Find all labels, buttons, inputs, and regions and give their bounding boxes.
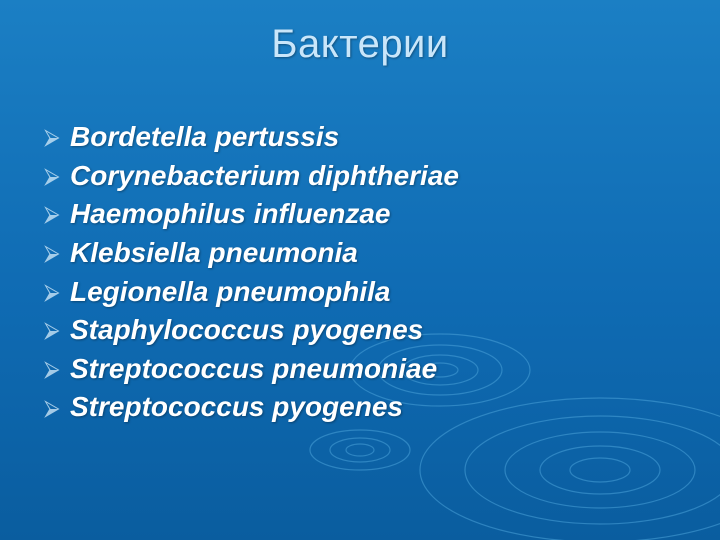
list-item-label: Corynebacterium diphtheriae	[70, 157, 459, 196]
list-item: ⮚ Haemophilus influenzae	[44, 195, 676, 234]
bullet-icon: ⮚	[44, 354, 70, 384]
list-item: ⮚ Streptococcus pyogenes	[44, 388, 676, 427]
list-item: ⮚ Legionella pneumophila	[44, 273, 676, 312]
bullet-icon: ⮚	[44, 277, 70, 307]
bullet-list: ⮚ Bordetella pertussis ⮚ Corynebacterium…	[44, 118, 676, 427]
list-item-label: Haemophilus influenzae	[70, 195, 391, 234]
list-item-label: Streptococcus pyogenes	[70, 388, 403, 427]
list-item-label: Streptococcus pneumoniae	[70, 350, 437, 389]
bullet-icon: ⮚	[44, 393, 70, 423]
bullet-icon: ⮚	[44, 161, 70, 191]
list-item-label: Staphylococcus pyogenes	[70, 311, 423, 350]
bullet-icon: ⮚	[44, 122, 70, 152]
list-item: ⮚ Corynebacterium diphtheriae	[44, 157, 676, 196]
slide: Бактерии ⮚ Bordetella pertussis ⮚ Coryne…	[0, 0, 720, 540]
bullet-icon: ⮚	[44, 238, 70, 268]
list-item-label: Klebsiella pneumonia	[70, 234, 358, 273]
list-item-label: Bordetella pertussis	[70, 118, 339, 157]
list-item-label: Legionella pneumophila	[70, 273, 390, 312]
bullet-icon: ⮚	[44, 315, 70, 345]
slide-title: Бактерии	[0, 22, 720, 67]
bullet-icon: ⮚	[44, 199, 70, 229]
list-item: ⮚ Bordetella pertussis	[44, 118, 676, 157]
list-item: ⮚ Klebsiella pneumonia	[44, 234, 676, 273]
list-item: ⮚ Streptococcus pneumoniae	[44, 350, 676, 389]
list-item: ⮚ Staphylococcus pyogenes	[44, 311, 676, 350]
